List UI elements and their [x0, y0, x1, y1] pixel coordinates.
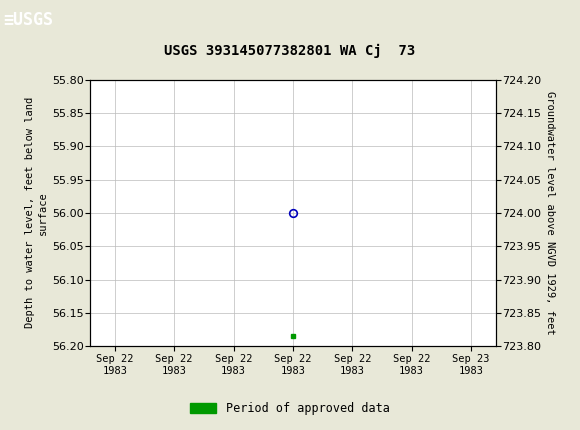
Text: ≡USGS: ≡USGS	[3, 11, 53, 29]
Text: USGS 393145077382801 WA Cj  73: USGS 393145077382801 WA Cj 73	[164, 44, 416, 58]
Y-axis label: Groundwater level above NGVD 1929, feet: Groundwater level above NGVD 1929, feet	[545, 91, 556, 335]
Y-axis label: Depth to water level, feet below land
surface: Depth to water level, feet below land su…	[24, 97, 48, 329]
Legend: Period of approved data: Period of approved data	[186, 397, 394, 420]
